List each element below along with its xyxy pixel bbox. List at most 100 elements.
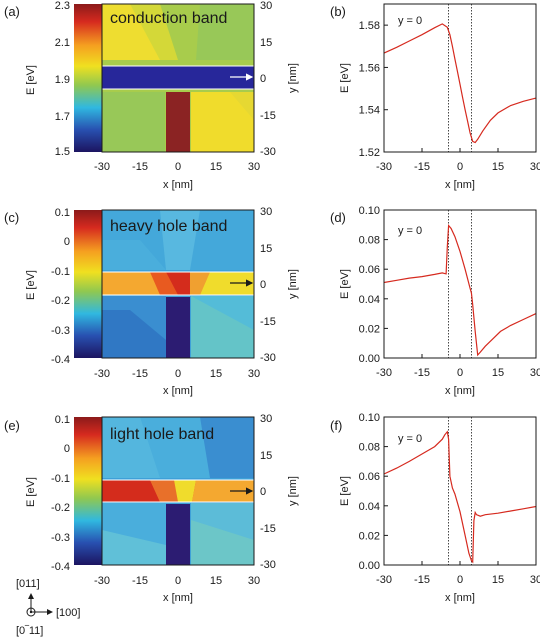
colorbar-c-ticks: 0.1 0 -0.1 -0.2 -0.3 -0.4 — [51, 207, 70, 366]
y-tick-label: 1.56 — [359, 62, 380, 74]
panel-a-title: conduction band — [110, 10, 227, 27]
direction-100-label: [100] — [56, 607, 80, 619]
x-tick-label: 0 — [457, 161, 463, 173]
colorbar-e-label: E [eV] — [25, 477, 37, 507]
panel-d-xlabel: x [nm] — [445, 385, 475, 397]
x-tick-label: -30 — [376, 367, 392, 379]
colorbar-a-tick: 1.7 — [55, 111, 70, 123]
panel-a-xticks: -30 -15 0 15 30 — [94, 161, 260, 173]
panel-c-yticks: 30 15 0 -15 -30 — [260, 206, 276, 364]
colorbar-a-tick: 2.1 — [55, 37, 70, 49]
x-tick: -30 — [94, 161, 110, 173]
y-tick-label: 1.52 — [359, 147, 380, 159]
y-tick: 15 — [260, 450, 272, 462]
panel-b-xlabel: x [nm] — [445, 179, 475, 191]
panel-a-ylabel: y [nm] — [287, 63, 299, 93]
y-tick-label: 0.04 — [359, 294, 380, 306]
y-tick: -30 — [260, 559, 276, 571]
colorbar-c — [74, 210, 102, 358]
heatmap-a: conduction band — [102, 4, 254, 152]
quantum-well-a — [102, 66, 254, 89]
panel-b-annotation: y = 0 — [398, 15, 422, 27]
colorbar-a — [74, 4, 102, 152]
panel-a-yticks: 30 15 0 -15 -30 — [260, 0, 276, 158]
x-tick-label: -30 — [376, 161, 392, 173]
plot-d: -30 -15 0 15 30 0.10 0.08 0.06 0.04 0.02 0.00 — [359, 205, 540, 379]
x-tick: 30 — [248, 368, 260, 380]
x-tick-label: -15 — [414, 367, 430, 379]
crystal-axes-legend: [011] [100] [0‾11] — [16, 578, 80, 637]
y-tick: 30 — [260, 206, 272, 218]
panel-e-title: light hole band — [110, 426, 214, 443]
out-of-plane-icon — [26, 607, 36, 617]
y-tick: 0 — [260, 73, 266, 85]
heatmap-e: light hole band — [102, 417, 254, 565]
y-tick-label: 1.54 — [359, 105, 380, 117]
x-tick-label: -15 — [414, 161, 430, 173]
y-tick-label: 0.06 — [359, 264, 380, 276]
energy-curve — [383, 23, 537, 144]
direction-0-11-label: [0‾11] — [16, 625, 43, 637]
y-tick: -15 — [260, 523, 276, 535]
rod-c — [166, 297, 190, 358]
x-tick-label: 15 — [492, 574, 504, 586]
y-tick: 0 — [260, 486, 266, 498]
x-tick: -15 — [132, 575, 148, 587]
x-tick: 0 — [175, 161, 181, 173]
y-tick-label: 0.08 — [359, 442, 380, 454]
plot-b: -30 -15 0 15 30 1.58 1.56 1.54 1.52 — [359, 3, 540, 173]
colorbar-e-tick: 0.1 — [55, 414, 70, 426]
colorbar-c-tick: 0 — [64, 236, 70, 248]
rod-e — [166, 504, 190, 565]
x-tick: -30 — [94, 575, 110, 587]
colorbar-a-ticks: 2.3 2.1 1.9 1.7 1.5 — [55, 0, 70, 158]
rod-a — [166, 92, 190, 152]
x-tick: 0 — [175, 368, 181, 380]
direction-011-label: [011] — [16, 578, 40, 590]
panel-b-ylabel: E [eV] — [339, 63, 351, 93]
panel-c: (c) 0.1 0 -0.1 -0.2 -0.3 -0.4 E [eV] — [4, 206, 299, 397]
y-tick: -15 — [260, 110, 276, 122]
panel-e-ylabel: y [nm] — [287, 476, 299, 506]
panel-b-letter: (b) — [330, 4, 346, 19]
panel-f-ylabel: E [eV] — [339, 476, 351, 506]
panel-e: (e) 0.1 0 -0.1 -0.2 -0.3 -0.4 E [eV] — [4, 413, 299, 604]
colorbar-a-label: E [eV] — [25, 65, 37, 95]
colorbar-e-tick: 0 — [64, 443, 70, 455]
colorbar-c-tick: -0.1 — [51, 266, 70, 278]
y-tick-label: 0.02 — [359, 323, 380, 335]
y-tick: -15 — [260, 316, 276, 328]
heatmap-c: heavy hole band — [102, 210, 254, 358]
colorbar-a-tick: 2.3 — [55, 0, 70, 12]
panel-e-xticks: -30 -15 0 15 30 — [94, 575, 260, 587]
x-tick-label: 15 — [492, 161, 504, 173]
panel-a-letter: (a) — [4, 4, 20, 19]
colorbar-c-tick: 0.1 — [55, 207, 70, 219]
panel-c-title: heavy hole band — [110, 218, 227, 235]
panel-d: (d) -30 -15 0 15 300.100.080.060.040.020.00 … — [330, 205, 540, 397]
panel-e-yticks: 30 15 0 -15 -30 — [260, 413, 276, 571]
colorbar-e-tick: -0.3 — [51, 532, 70, 544]
x-tick-label: 15 — [492, 367, 504, 379]
y-tick: 30 — [260, 0, 272, 12]
panel-d-annotation: y = 0 — [398, 225, 422, 237]
colorbar-e-tick: -0.1 — [51, 473, 70, 485]
x-tick-label: -15 — [414, 574, 430, 586]
energy-curve — [383, 223, 537, 357]
colorbar-c-tick: -0.4 — [51, 354, 70, 366]
y-tick-label: 0.10 — [359, 205, 380, 217]
x-tick: 15 — [210, 368, 222, 380]
panel-f-letter: (f) — [330, 418, 342, 433]
colorbar-e-tick: -0.4 — [51, 561, 70, 573]
colorbar-e — [74, 417, 102, 565]
x-tick: 0 — [175, 575, 181, 587]
y-tick: 15 — [260, 243, 272, 255]
colorbar-a-tick: 1.9 — [55, 74, 70, 86]
panel-c-letter: (c) — [4, 210, 19, 225]
panel-d-letter: (d) — [330, 210, 346, 225]
x-tick-label: 0 — [457, 367, 463, 379]
y-tick: -30 — [260, 352, 276, 364]
x-tick: 30 — [248, 575, 260, 587]
x-tick: -30 — [94, 368, 110, 380]
x-tick-label: 0 — [457, 574, 463, 586]
